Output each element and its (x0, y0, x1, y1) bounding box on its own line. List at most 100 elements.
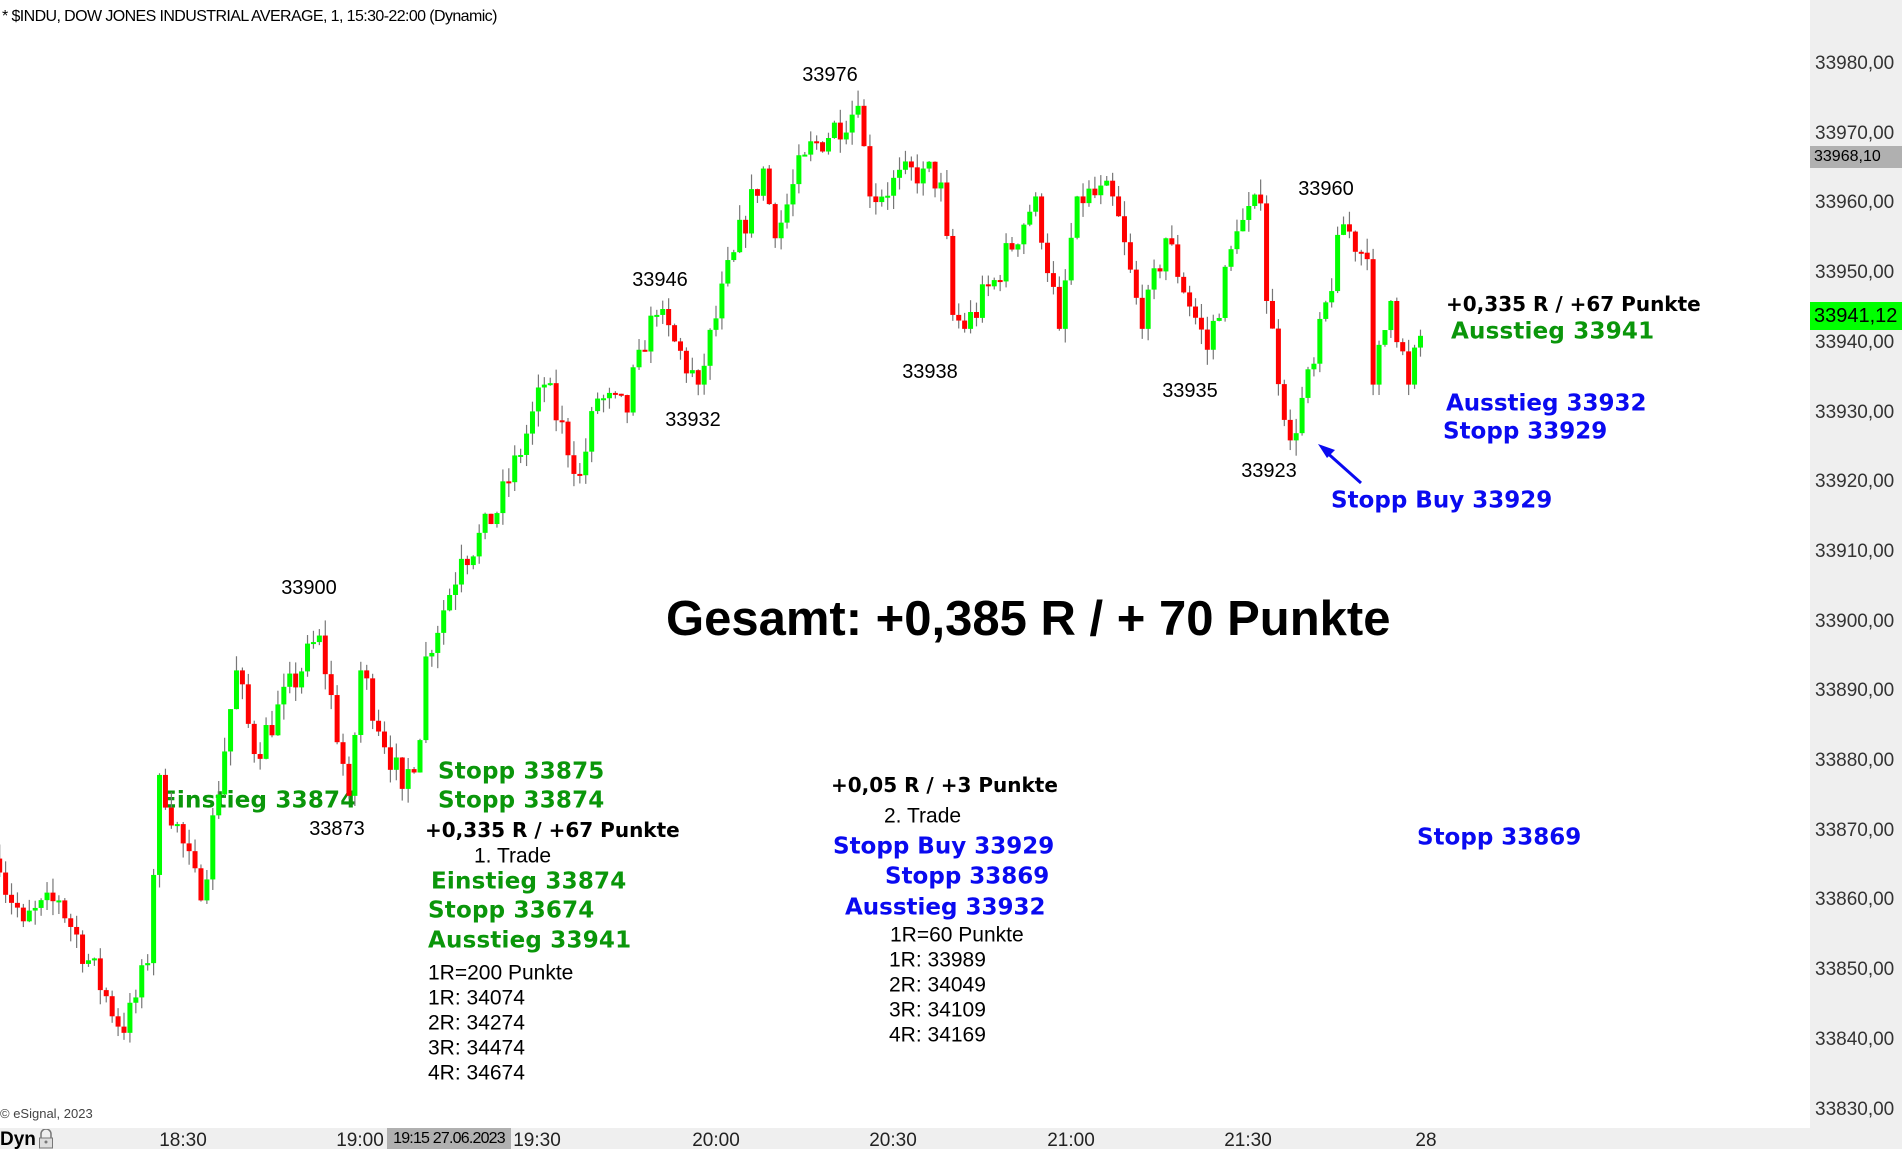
candle (62, 898, 68, 923)
candle-body (429, 652, 435, 657)
candle (1062, 269, 1068, 343)
candle (423, 641, 429, 744)
candle (435, 625, 441, 669)
candle (417, 738, 423, 773)
candle (1346, 211, 1352, 239)
candle (488, 513, 494, 525)
candle (14, 892, 20, 918)
candle (287, 661, 293, 694)
candle-body (601, 398, 607, 401)
candle (1139, 284, 1145, 339)
candle (97, 948, 103, 1005)
candle (429, 649, 435, 667)
swing-label: 33960 (1298, 178, 1354, 200)
candle (1163, 237, 1169, 281)
candle (766, 165, 772, 205)
candle (589, 406, 595, 463)
candle (1417, 329, 1423, 357)
candle-body (1157, 268, 1163, 272)
candle-body (91, 958, 97, 961)
candle (630, 364, 636, 416)
candle-body (1287, 419, 1293, 441)
candle-body (423, 656, 429, 741)
candle (749, 174, 755, 238)
candle-body (228, 709, 234, 752)
candle (476, 524, 482, 564)
trade2-target: 4R: 34169 (889, 1023, 986, 1047)
candle-body (1056, 286, 1062, 329)
candle (1080, 183, 1086, 217)
candle-body (1317, 318, 1323, 364)
time-axis[interactable]: Dyn 19:15 27.06.2023 18:30 19:00 19:30 20:0… (0, 1128, 1810, 1151)
candle-body (973, 312, 979, 318)
candle (624, 394, 630, 424)
candle (1021, 223, 1027, 255)
candle (1204, 316, 1210, 365)
candle (908, 156, 914, 181)
candle (1376, 340, 1382, 395)
candle-body (559, 420, 565, 423)
candle-body (754, 189, 760, 196)
candle (1275, 319, 1281, 396)
swing-label: 33976 (802, 64, 858, 86)
candle-body (358, 670, 364, 735)
candle-body (399, 757, 405, 789)
candle (1068, 222, 1074, 285)
candle-body (1181, 276, 1187, 293)
candle-body (1311, 363, 1317, 370)
candle (849, 100, 855, 145)
candle (648, 306, 654, 364)
candle-body (269, 725, 275, 736)
trade1-target: 3R: 34474 (428, 1036, 525, 1060)
candle-body (405, 769, 411, 789)
candle-body (565, 421, 571, 456)
candle-body (1400, 342, 1406, 352)
candle-body (263, 725, 269, 759)
candle-body (1204, 329, 1210, 350)
candle (162, 768, 168, 810)
candle-body (1193, 306, 1199, 318)
candle-body (1050, 273, 1056, 287)
candle (186, 829, 192, 865)
candle-body (1352, 231, 1358, 252)
candle-body (926, 161, 932, 169)
candle (701, 353, 707, 395)
candle-body (997, 280, 1003, 283)
candle (944, 170, 950, 240)
candle (1311, 357, 1317, 377)
candle (731, 249, 737, 262)
candle (251, 720, 257, 763)
candle-body (210, 815, 216, 880)
candle (494, 511, 500, 528)
candle (1216, 313, 1222, 322)
candle (500, 469, 506, 525)
candle-body (157, 774, 163, 875)
candle (204, 869, 210, 904)
right-exit-green: Ausstieg 33941 (1451, 318, 1655, 345)
candle-body (1127, 242, 1133, 270)
candle-body (932, 161, 938, 189)
candle (376, 709, 382, 736)
candle (1151, 259, 1157, 300)
candle (796, 144, 802, 194)
x-tick-label: 21:00 (1047, 1130, 1095, 1151)
chart-plot-area[interactable]: * $INDU, DOW JONES INDUSTRIAL AVERAGE, 1… (0, 0, 1810, 1128)
padlock-icon[interactable] (38, 1128, 53, 1149)
candle-body (606, 392, 612, 399)
candle-body (654, 314, 660, 317)
candle (914, 154, 920, 194)
candle (707, 328, 713, 380)
candle-body (707, 329, 713, 366)
y-tick-label: 33830,00 (1815, 1098, 1895, 1120)
candle (506, 468, 512, 497)
candle (571, 441, 577, 487)
candle (861, 99, 867, 147)
candle-body (334, 695, 340, 743)
candlestick-series (0, 90, 1423, 1043)
candle (1329, 278, 1335, 308)
candle-body (648, 315, 654, 352)
candle (174, 821, 180, 833)
price-axis[interactable]: 33980,00 33970,00 33960,00 33950,00 33940,00… (1810, 0, 1902, 1149)
candle (139, 959, 145, 1009)
dynamic-mode-label[interactable]: Dyn (0, 1129, 36, 1150)
